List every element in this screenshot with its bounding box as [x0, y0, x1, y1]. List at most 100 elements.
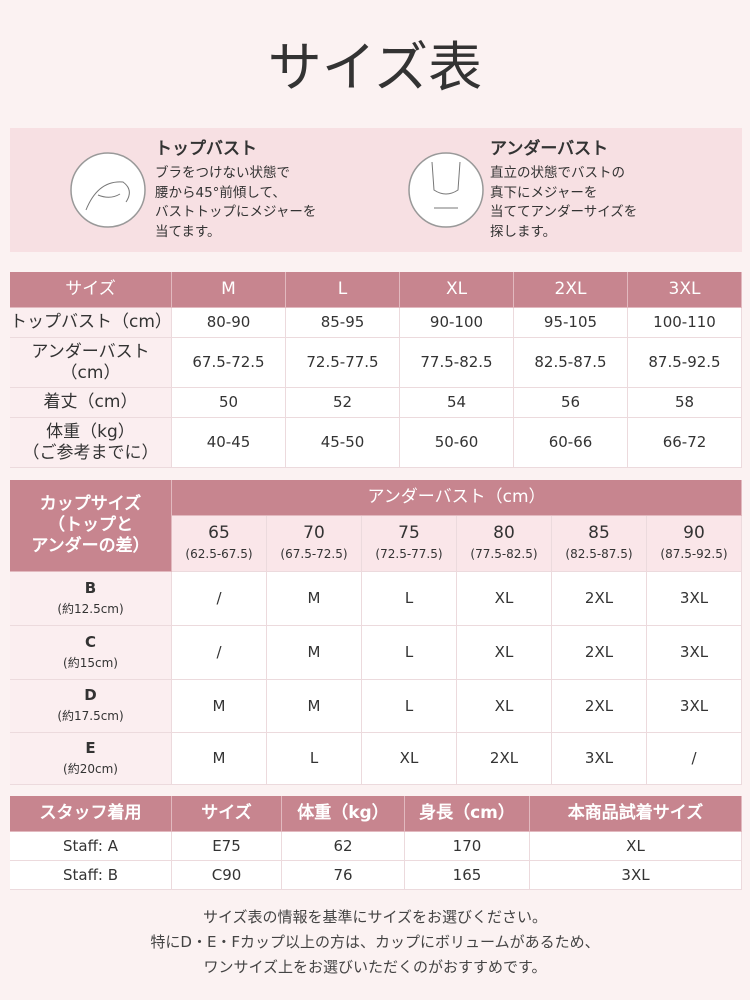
staff-name: Staff: B: [10, 861, 172, 890]
size-header: L: [286, 272, 400, 308]
cell-text: Staff: A: [62, 836, 118, 855]
cup-size: M: [172, 733, 267, 785]
cup-size: L: [362, 626, 457, 680]
cell-text: XL: [399, 749, 419, 767]
cell-text: 95-105: [543, 313, 598, 331]
cell-text: XL: [445, 279, 468, 299]
cell-text: L: [404, 643, 414, 661]
guide-heading: アンダーバスト: [490, 139, 609, 159]
size-value: 95-105: [514, 308, 628, 338]
cell-text: アンダーバスト（cm）: [367, 487, 546, 507]
cell-text: カップサイズ: [39, 494, 142, 514]
band-header: 90 (87.5-92.5): [647, 516, 742, 572]
cell-text: 76: [333, 865, 353, 884]
staff-value: 76: [282, 861, 405, 890]
staff-value: 170: [405, 832, 530, 861]
staff-value: XL: [530, 832, 742, 861]
cell-text: (87.5-92.5): [660, 546, 728, 561]
cell-text: M: [221, 279, 236, 299]
cell-text: 58: [674, 393, 695, 411]
cell-text: M: [307, 696, 321, 715]
cell-text: 2XL: [489, 749, 519, 767]
cup-label: C (約15cm): [10, 626, 172, 680]
cell-text: M: [307, 643, 321, 661]
cell-text: (82.5-87.5): [565, 546, 633, 561]
size-value: 52: [286, 388, 400, 418]
cell-text: 70: [303, 522, 325, 543]
size-value: 72.5-77.5: [286, 338, 400, 388]
size-value: 50-60: [400, 418, 514, 468]
cell-text: XL: [494, 643, 514, 661]
cell-text: 体重（kg）: [297, 803, 389, 823]
size-value: 45-50: [286, 418, 400, 468]
cup-size: 3XL: [647, 626, 742, 680]
size-value: 77.5-82.5: [400, 338, 514, 388]
cell-text: 85-95: [320, 313, 365, 331]
size-value: 56: [514, 388, 628, 418]
cup-size: /: [172, 572, 267, 626]
under-bust-illustration: [408, 152, 484, 228]
cell-text: 50-60: [434, 433, 479, 451]
cell-text: 80: [493, 522, 515, 543]
cup-size: M: [172, 680, 267, 733]
band-header: 75 (72.5-77.5): [362, 516, 457, 572]
cup-size: M: [267, 626, 362, 680]
cup-size: 2XL: [552, 680, 647, 733]
cell-text: (77.5-82.5): [470, 546, 538, 561]
cell-text: XL: [626, 836, 645, 855]
cell-text: (67.5-72.5): [280, 546, 348, 561]
cell-text: (約17.5cm): [57, 709, 124, 723]
band-header: 85 (82.5-87.5): [552, 516, 647, 572]
size-row-label: 体重（kg） （ご参考までに）: [10, 418, 172, 468]
cell-text: (約12.5cm): [57, 601, 124, 616]
cell-text: 62: [333, 836, 353, 855]
cell-text: 56: [560, 393, 581, 411]
cell-text: 3XL: [679, 696, 709, 715]
cup-size: M: [267, 680, 362, 733]
cell-text: B: [84, 578, 97, 597]
cell-text: 2XL: [584, 696, 614, 715]
cell-text: 45-50: [320, 433, 365, 451]
size-header: 3XL: [628, 272, 742, 308]
cup-size: 3XL: [552, 733, 647, 785]
page-title: サイズ表: [267, 36, 483, 99]
cell-text: /: [691, 749, 697, 767]
cup-label: D (約17.5cm): [10, 680, 172, 733]
guide-line: 当てます。: [155, 223, 221, 240]
size-value: 85-95: [286, 308, 400, 338]
staff-value: 165: [405, 861, 530, 890]
cell-text: 60-66: [548, 433, 593, 451]
cell-text: 3XL: [679, 643, 709, 661]
cell-text: （トップと: [48, 515, 133, 535]
size-value: 58: [628, 388, 742, 418]
guide-line: バストトップにメジャーを: [155, 204, 317, 220]
cell-text: 85: [588, 522, 610, 543]
cell-text: (62.5-67.5): [185, 546, 253, 561]
cell-text: 3XL: [621, 865, 650, 884]
guide-line: 直立の状態でバストの: [490, 165, 625, 181]
staff-header: サイズ: [172, 796, 282, 832]
cell-text: 2XL: [584, 643, 614, 661]
size-header: サイズ: [10, 272, 172, 308]
cup-size: XL: [457, 626, 552, 680]
staff-value: E75: [172, 832, 282, 861]
staff-header: スタッフ着用: [10, 796, 172, 832]
cell-text: E75: [212, 836, 241, 855]
guide-line: ブラをつけない状態で: [155, 165, 290, 181]
size-row-label: トップバスト（cm）: [10, 308, 172, 338]
cell-text: 80-90: [206, 313, 251, 331]
cell-text: 100-110: [653, 313, 716, 331]
cup-group-header: アンダーバスト（cm）: [172, 480, 742, 516]
cell-text: 82.5-87.5: [534, 353, 607, 371]
cup-size: M: [267, 572, 362, 626]
cell-text: /: [216, 643, 222, 661]
cell-text: 75: [398, 522, 420, 543]
guide-line: 腰から45°前傾して、: [155, 184, 286, 201]
cell-text: 40-45: [206, 433, 251, 451]
size-row-label: 着丈（cm）: [10, 388, 172, 418]
cup-size: 3XL: [647, 572, 742, 626]
guide-heading: トップバスト: [155, 139, 257, 159]
cell-text: (72.5-77.5): [375, 546, 443, 561]
size-header: M: [172, 272, 286, 308]
